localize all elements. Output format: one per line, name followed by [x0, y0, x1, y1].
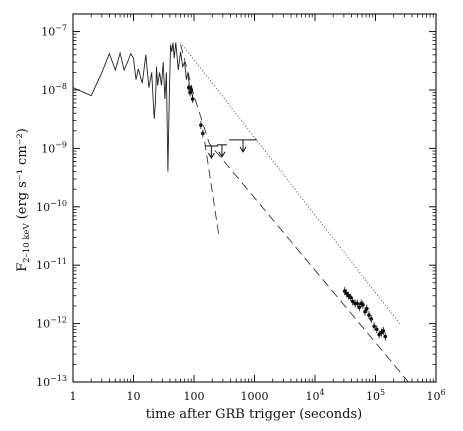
y-tick-label: 10−10 — [36, 199, 67, 214]
y-axis-label-units: (erg s⁻¹ cm⁻²) — [15, 128, 30, 219]
x-tick-label: 106 — [426, 388, 445, 403]
upper-limit-arrow-head — [239, 146, 247, 153]
series-line-solid-0 — [73, 42, 194, 172]
upper-limit-arrow-head — [218, 151, 226, 158]
x-tick-label: 1000 — [241, 390, 269, 403]
y-tick-label: 10−13 — [36, 374, 67, 389]
x-tick-label: 1 — [70, 390, 77, 403]
y-tick-label: 10−12 — [36, 316, 67, 331]
axes: 1 10 100 1000 104 105 106 10−7 10−8 10−9 10−10 10−1… — [36, 13, 446, 403]
y-tick-label: 10−9 — [41, 140, 67, 155]
series-line-dashed-3 — [204, 141, 220, 238]
svg-text:F2–10 keV(erg s⁻¹ cm⁻²): F2–10 keV (erg s⁻¹ cm⁻²) — [15, 128, 32, 272]
x-tick-label: 104 — [305, 388, 324, 403]
y-tick-label: 10−7 — [41, 24, 67, 39]
series-line-dashed-2 — [180, 44, 409, 382]
x-axis-label: time after GRB trigger (seconds) — [146, 407, 362, 422]
upper-limit-arrow-head — [207, 152, 215, 159]
x-tick-label: 100 — [184, 390, 205, 403]
plot-area — [73, 42, 409, 382]
y-axis-label: F2–10 keV (erg s⁻¹ cm⁻²) — [15, 128, 32, 272]
x-tick-label: 105 — [366, 388, 385, 403]
y-axis-label-subscript: 2–10 keV — [22, 222, 32, 262]
y-tick-label: 10−11 — [36, 257, 67, 272]
y-tick-label: 10−8 — [41, 82, 67, 97]
x-tick-label: 10 — [127, 390, 141, 403]
plot-series-group — [73, 42, 409, 382]
y-axis-label-main: F — [15, 263, 30, 272]
